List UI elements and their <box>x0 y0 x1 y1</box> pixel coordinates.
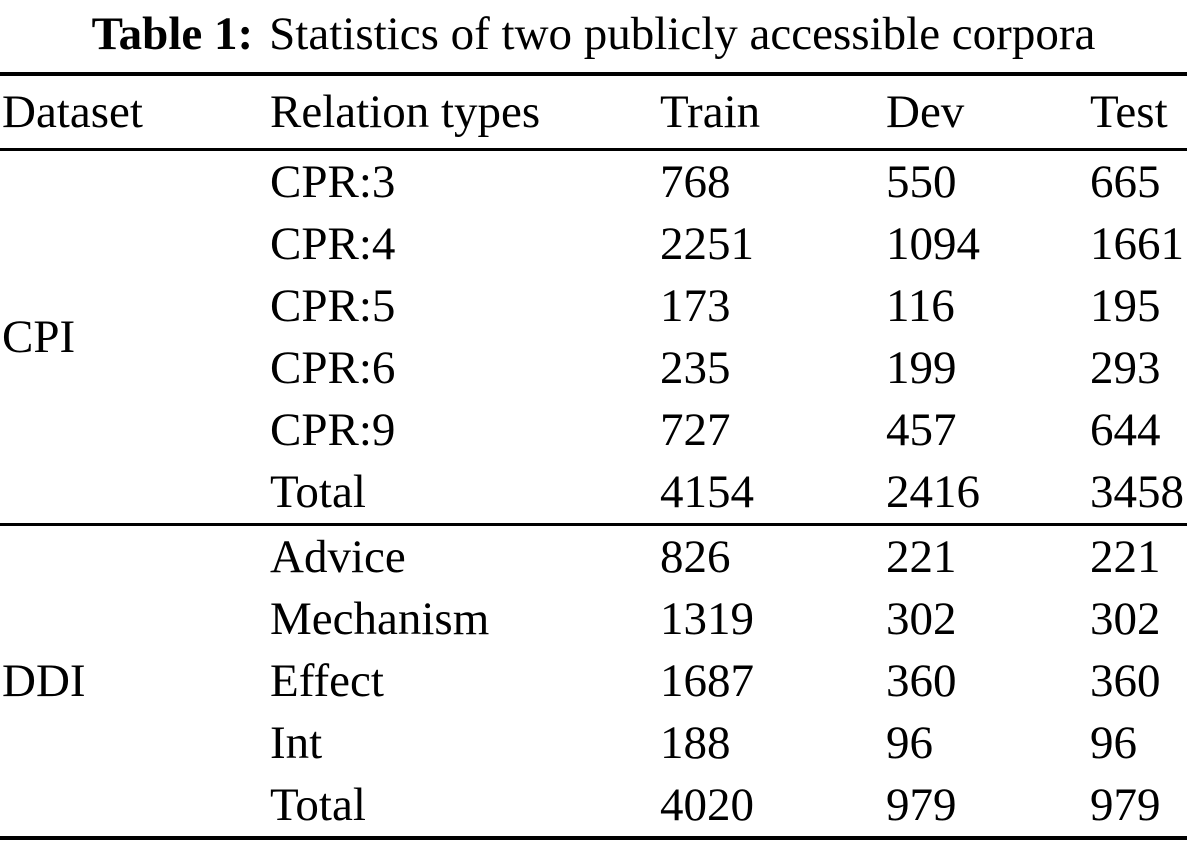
relation-type-cell: Total <box>270 779 366 831</box>
table-row: Int 188 96 96 <box>0 712 1187 774</box>
column-header-relation-types: Relation types <box>270 86 541 138</box>
table-row-total: Total 4154 2416 3458 <box>0 461 1187 525</box>
relation-type-cell: Int <box>270 717 323 769</box>
dev-cell: 457 <box>886 404 957 456</box>
relation-type-cell: CPR:5 <box>270 280 396 332</box>
train-cell: 727 <box>660 404 731 456</box>
dev-cell: 979 <box>886 779 957 831</box>
dev-cell: 116 <box>886 280 955 332</box>
relation-type-cell: Effect <box>270 655 384 707</box>
test-cell: 195 <box>1090 280 1161 332</box>
relation-type-cell: Total <box>270 466 366 518</box>
table-row: CPR:5 173 116 195 <box>0 275 1187 337</box>
relation-type-cell: CPR:6 <box>270 342 396 394</box>
dev-cell: 1094 <box>886 218 980 270</box>
relation-type-cell: CPR:3 <box>270 156 396 208</box>
column-header-train: Train <box>660 86 761 138</box>
table-row: CPR:9 727 457 644 <box>0 399 1187 461</box>
test-cell: 644 <box>1090 404 1161 456</box>
dev-cell: 550 <box>886 156 957 208</box>
dev-cell: 221 <box>886 531 957 583</box>
test-cell: 3458 <box>1090 466 1184 518</box>
table-row: CPR:6 235 199 293 <box>0 337 1187 399</box>
train-cell: 235 <box>660 342 731 394</box>
dev-cell: 360 <box>886 655 957 707</box>
dataset-label-cpi: CPI <box>2 311 76 363</box>
dev-cell: 96 <box>886 717 933 769</box>
test-cell: 1661 <box>1090 218 1184 270</box>
test-cell: 665 <box>1090 156 1161 208</box>
train-cell: 4154 <box>660 466 754 518</box>
dev-cell: 2416 <box>886 466 980 518</box>
test-cell: 96 <box>1090 717 1137 769</box>
table-row: DDI Advice 826 221 221 <box>0 525 1187 707</box>
table-caption: Table 1: Statistics of two publicly acces… <box>0 0 1187 62</box>
test-cell: 221 <box>1090 531 1161 583</box>
dev-cell: 302 <box>886 593 957 645</box>
table-caption-text: Statistics of two publicly accessible co… <box>269 8 1096 60</box>
table-caption-label: Table 1: <box>91 8 254 60</box>
test-cell: 360 <box>1090 655 1161 707</box>
train-cell: 188 <box>660 717 731 769</box>
column-header-dev: Dev <box>886 86 965 138</box>
relation-type-cell: Advice <box>270 531 406 583</box>
column-header-dataset: Dataset <box>2 86 143 138</box>
test-cell: 293 <box>1090 342 1161 394</box>
table-row: Effect 1687 360 360 <box>0 650 1187 712</box>
relation-type-cell: CPR:4 <box>270 218 396 270</box>
table-row: Mechanism 1319 302 302 <box>0 588 1187 650</box>
dev-cell: 199 <box>886 342 957 394</box>
table-row-total: Total 4020 979 979 <box>0 774 1187 838</box>
relation-type-cell: Mechanism <box>270 593 490 645</box>
train-cell: 826 <box>660 531 731 583</box>
dataset-label-ddi: DDI <box>2 655 86 707</box>
train-cell: 173 <box>660 280 731 332</box>
statistics-table: Dataset Relation types Train Dev Test CP… <box>0 72 1187 840</box>
train-cell: 1319 <box>660 593 754 645</box>
table-row: CPI CPR:3 768 550 665 <box>0 150 1187 363</box>
train-cell: 2251 <box>660 218 754 270</box>
train-cell: 1687 <box>660 655 754 707</box>
relation-type-cell: CPR:9 <box>270 404 396 456</box>
header-row: Dataset Relation types Train Dev Test <box>0 74 1187 150</box>
group-ddi: DDI Advice 826 221 221 Mechanism 1319 30… <box>0 525 1187 839</box>
train-cell: 768 <box>660 156 731 208</box>
column-header-test: Test <box>1090 86 1168 138</box>
test-cell: 302 <box>1090 593 1161 645</box>
group-cpi: CPI CPR:3 768 550 665 CPR:4 2251 1094 16… <box>0 150 1187 525</box>
table-row: CPR:4 2251 1094 1661 <box>0 213 1187 275</box>
test-cell: 979 <box>1090 779 1161 831</box>
train-cell: 4020 <box>660 779 754 831</box>
